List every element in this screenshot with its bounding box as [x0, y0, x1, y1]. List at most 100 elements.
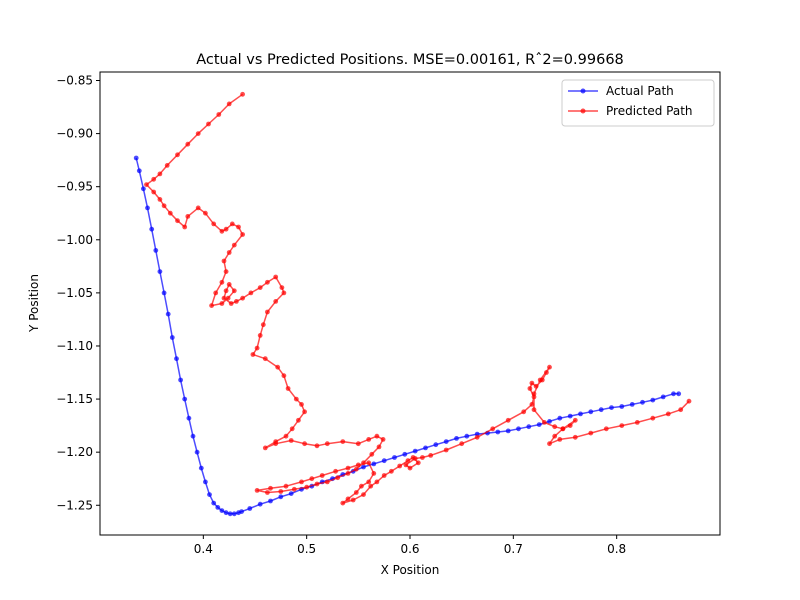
data-point-predicted	[248, 290, 254, 296]
x-tick-label: 0.8	[607, 542, 626, 556]
data-point-predicted	[531, 407, 537, 413]
data-point-predicted	[353, 490, 359, 495]
data-point-actual	[505, 428, 511, 434]
data-point-actual	[239, 509, 245, 514]
data-point-actual	[454, 436, 459, 441]
chart-title: Actual vs Predicted Positions. MSE=0.001…	[196, 52, 624, 68]
data-point-actual	[149, 226, 155, 232]
data-point-predicted	[319, 473, 325, 478]
data-point-predicted	[376, 444, 382, 450]
data-point-actual	[215, 505, 221, 510]
data-point-actual	[588, 409, 594, 415]
data-point-predicted	[262, 356, 268, 362]
data-point-actual	[650, 397, 656, 403]
legend-label-actual: Actual Path	[606, 84, 674, 98]
data-point-predicted	[265, 279, 270, 285]
data-point-predicted	[229, 221, 235, 227]
data-point-predicted	[552, 424, 558, 430]
y-tick-label: −1.10	[56, 339, 93, 353]
data-point-predicted	[389, 468, 394, 474]
data-point-predicted	[221, 295, 227, 301]
data-point-predicted	[226, 282, 232, 287]
data-point-predicted	[221, 258, 227, 264]
data-point-predicted	[531, 391, 537, 397]
data-point-actual	[288, 491, 294, 496]
data-point-predicted	[403, 462, 409, 468]
data-point-actual	[671, 391, 676, 397]
data-point-predicted	[533, 383, 539, 389]
data-point-predicted	[219, 301, 225, 306]
data-point-predicted	[345, 465, 351, 471]
data-point-actual	[141, 186, 146, 192]
data-point-predicted	[275, 364, 281, 370]
data-point-predicted	[366, 479, 372, 485]
data-point-predicted	[368, 483, 374, 489]
data-point-predicted	[260, 322, 266, 328]
data-point-predicted	[552, 433, 558, 439]
data-point-predicted	[345, 496, 351, 502]
data-point-predicted	[213, 290, 219, 296]
data-point-actual	[619, 404, 625, 409]
data-point-predicted	[324, 441, 330, 447]
data-point-actual	[578, 411, 583, 417]
data-point-predicted	[359, 483, 364, 489]
data-point-predicted	[278, 489, 284, 494]
data-point-actual	[182, 396, 188, 402]
data-point-actual	[629, 402, 635, 407]
data-point-actual	[526, 424, 532, 430]
data-point-predicted	[268, 485, 273, 491]
data-point-actual	[557, 415, 563, 421]
data-point-actual	[433, 442, 439, 448]
data-point-predicted	[527, 386, 533, 391]
data-point-actual	[402, 451, 408, 457]
data-point-predicted	[490, 426, 496, 432]
data-point-actual	[157, 269, 163, 274]
data-point-actual	[495, 429, 501, 435]
data-point-actual	[423, 445, 428, 451]
data-point-actual	[153, 248, 159, 253]
data-point-actual	[198, 465, 204, 471]
data-point-actual	[268, 498, 273, 504]
data-point-predicted	[397, 463, 403, 469]
data-point-predicted	[650, 415, 656, 421]
data-point-predicted	[361, 460, 366, 466]
data-point-predicted	[240, 91, 246, 97]
data-point-predicted	[678, 407, 684, 413]
data-point-predicted	[182, 224, 188, 230]
data-point-actual	[178, 377, 184, 383]
y-tick-label: −0.95	[56, 180, 93, 194]
data-point-predicted	[257, 333, 263, 338]
data-point-actual	[443, 439, 449, 444]
data-point-predicted	[265, 490, 270, 495]
data-point-predicted	[223, 226, 229, 232]
data-point-predicted	[547, 441, 552, 447]
data-point-predicted	[333, 468, 338, 474]
data-point-actual	[207, 492, 212, 497]
data-point-predicted	[223, 269, 229, 274]
data-point-predicted	[544, 370, 549, 375]
y-tick-label: −1.05	[56, 286, 93, 300]
data-point-predicted	[355, 462, 361, 468]
data-point-predicted	[240, 295, 246, 301]
data-point-actual	[219, 508, 225, 513]
data-point-predicted	[144, 182, 149, 188]
data-point-predicted	[236, 224, 241, 230]
x-tick-label: 0.7	[504, 542, 523, 556]
data-point-actual	[640, 399, 645, 405]
data-point-predicted	[203, 210, 208, 216]
data-point-predicted	[283, 433, 289, 439]
data-point-predicted	[279, 285, 285, 290]
data-point-predicted	[350, 497, 356, 503]
data-point-predicted	[223, 288, 229, 294]
data-point-predicted	[634, 420, 640, 425]
data-point-predicted	[211, 221, 217, 227]
data-point-predicted	[302, 409, 307, 415]
data-point-predicted	[537, 377, 543, 383]
data-point-actual	[223, 510, 229, 516]
series-line-predicted	[145, 93, 690, 504]
data-point-predicted	[293, 396, 299, 402]
data-point-actual	[516, 426, 521, 432]
data-point-predicted	[291, 486, 297, 492]
data-point-predicted	[195, 131, 201, 137]
